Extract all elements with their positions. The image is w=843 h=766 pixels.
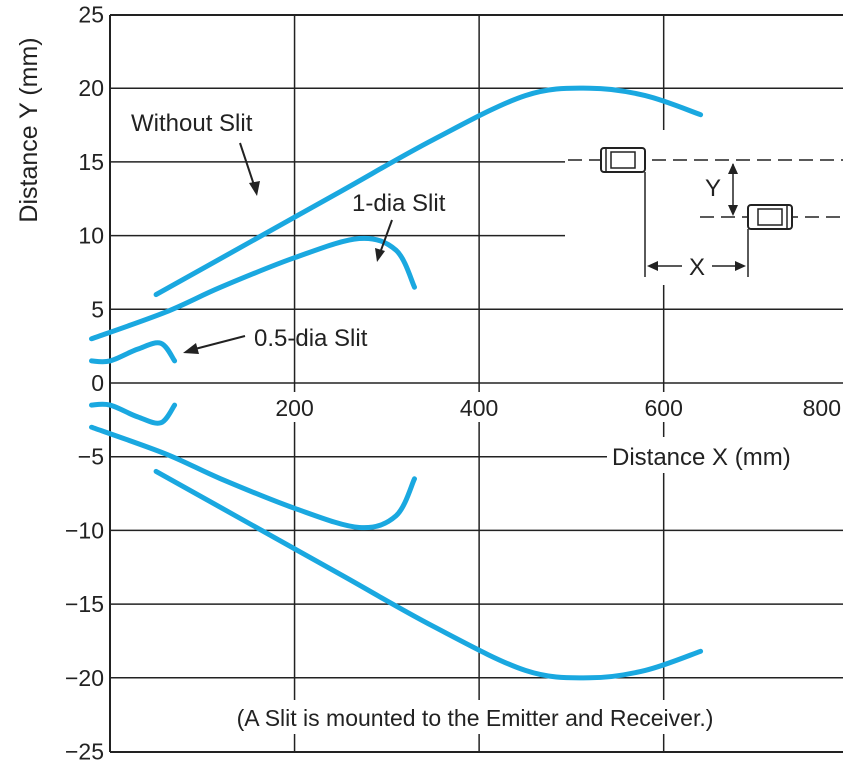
x-tick-background — [775, 392, 843, 422]
one-dia-slit-label: 1-dia Slit — [352, 190, 446, 217]
y-tick-label: 15 — [78, 149, 104, 175]
sensor-offset-diagram: X Y — [565, 130, 843, 285]
one-dia-slit-leader — [379, 219, 393, 254]
x-tick-label: 600 — [644, 395, 682, 421]
emitter-icon — [600, 147, 646, 173]
inset-y-label: Y — [705, 175, 721, 202]
without-slit-arrow-icon — [249, 181, 260, 196]
without-slit-leader — [239, 142, 256, 189]
half-dia-slit-label: 0.5-dia Slit — [254, 325, 368, 352]
x-tick-background — [629, 392, 698, 422]
series-0-5-dia-slit-lower — [89, 401, 178, 426]
half-dia-slit-leader — [194, 335, 246, 350]
x-tick-label: 400 — [460, 395, 498, 421]
y-tick-label: −20 — [65, 665, 104, 691]
half-dia-slit-arrow-icon — [183, 343, 199, 354]
y-tick-label: −10 — [65, 517, 104, 543]
x-axis-label: Distance X (mm) — [612, 444, 791, 471]
one-dia-slit-arrow-icon — [375, 248, 385, 262]
y-arrow-down-icon — [728, 205, 738, 216]
y-arrow-up-icon — [728, 163, 738, 174]
x-tick-label: 200 — [275, 395, 313, 421]
x-arrow-right-icon — [735, 261, 746, 271]
y-tick-label: 20 — [78, 75, 104, 101]
series-1-dia-slit-lower — [89, 424, 417, 531]
x-tick-background — [260, 392, 329, 422]
x-tick-label: 800 — [803, 395, 841, 421]
y-tick-label: 25 — [78, 2, 104, 28]
x-axis-label-background — [607, 437, 843, 473]
series-0-5-dia-slit-upper — [89, 340, 178, 365]
y-tick-label: −5 — [78, 444, 104, 470]
without-slit-label: Without Slit — [131, 110, 253, 137]
y-tick-label: 5 — [91, 296, 104, 322]
y-tick-label: 0 — [91, 370, 104, 396]
series-1-dia-slit-upper — [89, 235, 417, 342]
x-arrow-left-icon — [647, 261, 658, 271]
note-background — [150, 700, 800, 734]
chart-note: (A Slit is mounted to the Emitter and Re… — [237, 705, 714, 731]
y-tick-label: 10 — [78, 223, 104, 249]
receiver-icon — [747, 204, 793, 230]
x-tick-background — [445, 392, 514, 422]
y-axis-label: Distance Y (mm) — [15, 37, 43, 222]
series-without-slit-lower — [153, 468, 704, 681]
y-tick-label: −25 — [65, 739, 104, 762]
series-without-slit-upper — [153, 85, 704, 298]
y-tick-label: −15 — [65, 591, 104, 617]
inset-x-label: X — [689, 254, 705, 281]
series-lines — [89, 85, 704, 681]
tick-labels: 25 20 15 10 5 0 −5 −10 −15 −20 −25 200 400 600 800 — [65, 2, 843, 765]
